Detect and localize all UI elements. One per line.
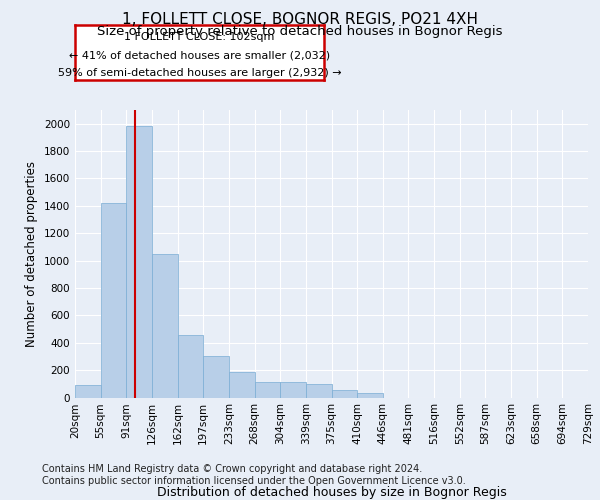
Text: 59% of semi-detached houses are larger (2,932) →: 59% of semi-detached houses are larger (… <box>58 68 341 78</box>
Bar <box>357 394 383 398</box>
Bar <box>254 382 280 398</box>
Bar <box>75 385 101 398</box>
Bar <box>280 382 306 398</box>
Y-axis label: Number of detached properties: Number of detached properties <box>25 161 38 347</box>
X-axis label: Distribution of detached houses by size in Bognor Regis: Distribution of detached houses by size … <box>157 486 506 499</box>
Bar <box>229 372 254 398</box>
Text: Contains HM Land Registry data © Crown copyright and database right 2024.: Contains HM Land Registry data © Crown c… <box>42 464 422 474</box>
Bar <box>152 254 178 398</box>
Bar <box>127 126 152 398</box>
Text: ← 41% of detached houses are smaller (2,032): ← 41% of detached houses are smaller (2,… <box>69 50 330 60</box>
Bar <box>306 384 331 398</box>
Text: 1 FOLLETT CLOSE: 102sqm: 1 FOLLETT CLOSE: 102sqm <box>124 32 275 42</box>
Bar <box>178 334 203 398</box>
Bar <box>331 390 357 398</box>
Text: Size of property relative to detached houses in Bognor Regis: Size of property relative to detached ho… <box>97 25 503 38</box>
Text: Contains public sector information licensed under the Open Government Licence v3: Contains public sector information licen… <box>42 476 466 486</box>
Bar <box>203 356 229 398</box>
Bar <box>101 203 127 398</box>
Text: 1, FOLLETT CLOSE, BOGNOR REGIS, PO21 4XH: 1, FOLLETT CLOSE, BOGNOR REGIS, PO21 4XH <box>122 12 478 28</box>
